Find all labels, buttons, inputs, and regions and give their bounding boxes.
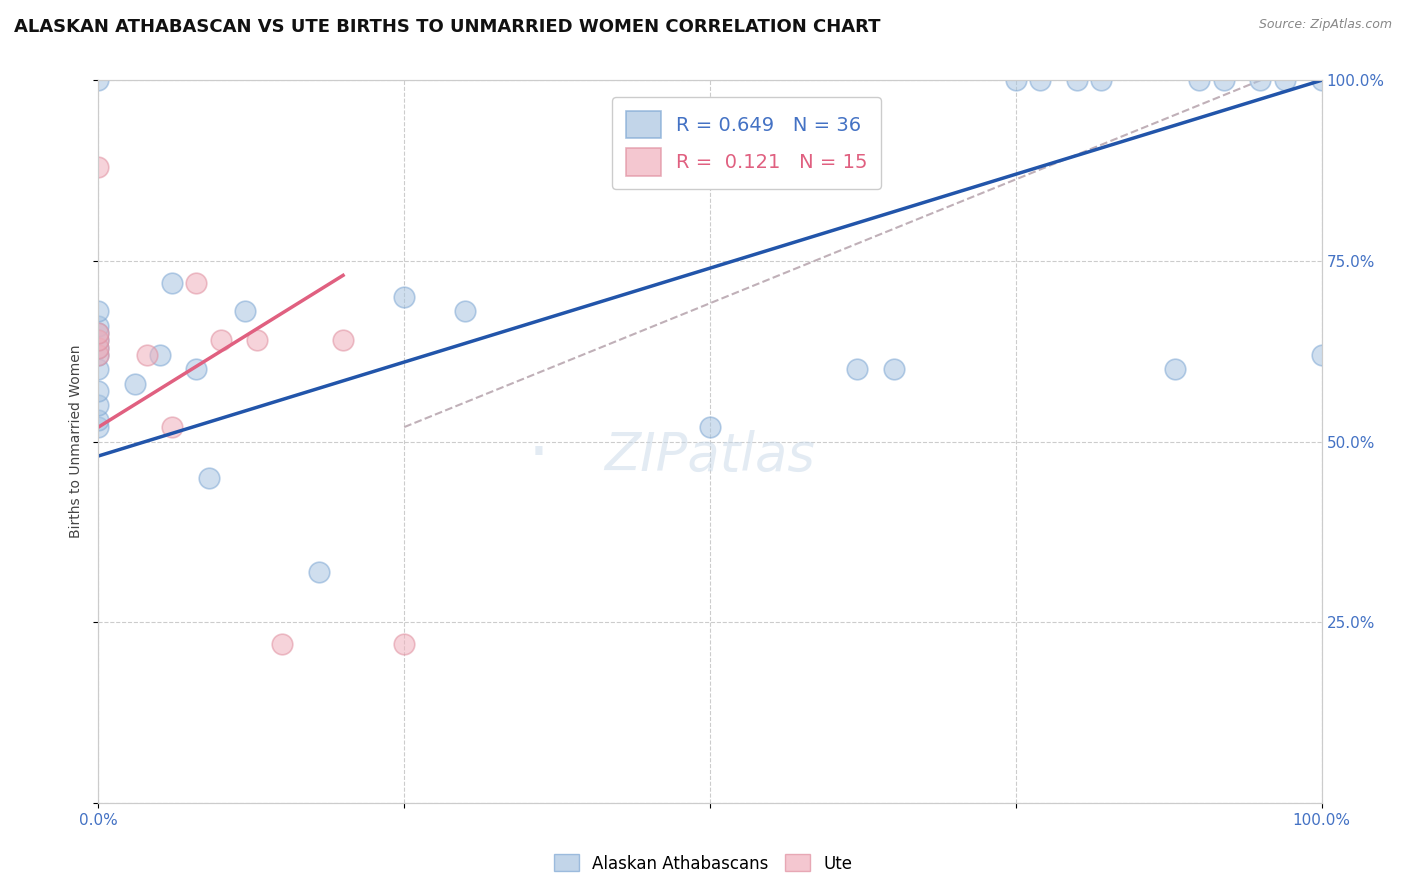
Point: [1274, 73, 1296, 87]
Point: [1066, 73, 1088, 87]
Point: [233, 304, 256, 318]
Point: [1310, 348, 1333, 362]
Point: [87, 420, 110, 434]
Point: [87, 348, 110, 362]
Point: [454, 304, 477, 318]
Point: [1164, 362, 1187, 376]
Point: [136, 348, 159, 362]
Point: [392, 290, 416, 304]
Point: [1188, 73, 1211, 87]
Point: [197, 470, 219, 484]
Point: [87, 413, 110, 427]
Point: [87, 334, 110, 348]
Point: [308, 565, 330, 579]
Y-axis label: Births to Unmarried Women: Births to Unmarried Women: [69, 345, 83, 538]
Point: [1249, 73, 1271, 87]
Point: [699, 420, 721, 434]
Point: [392, 637, 416, 651]
Point: [87, 326, 110, 340]
Point: [1310, 73, 1333, 87]
Point: [845, 362, 868, 376]
Point: [87, 73, 110, 87]
Legend: R = 0.649   N = 36, R =  0.121   N = 15: R = 0.649 N = 36, R = 0.121 N = 15: [612, 97, 882, 189]
Point: [87, 341, 110, 355]
Point: [186, 276, 208, 290]
Point: [246, 334, 269, 348]
Point: [87, 398, 110, 412]
Point: [87, 348, 110, 362]
Point: [160, 420, 183, 434]
Point: [1029, 73, 1052, 87]
Point: [1004, 73, 1026, 87]
Point: [160, 276, 183, 290]
Text: ALASKAN ATHABASCAN VS UTE BIRTHS TO UNMARRIED WOMEN CORRELATION CHART: ALASKAN ATHABASCAN VS UTE BIRTHS TO UNMA…: [14, 18, 880, 36]
Point: [87, 304, 110, 318]
Point: [332, 334, 354, 348]
Point: [87, 160, 110, 174]
Text: ZIPatlas: ZIPatlas: [605, 430, 815, 482]
Point: [87, 326, 110, 340]
Point: [186, 362, 208, 376]
Point: [87, 341, 110, 355]
Text: Source: ZipAtlas.com: Source: ZipAtlas.com: [1258, 18, 1392, 31]
Point: [1090, 73, 1112, 87]
Point: [87, 384, 110, 398]
Point: [1212, 73, 1234, 87]
Text: ·: ·: [527, 423, 550, 490]
Point: [209, 334, 232, 348]
Point: [87, 362, 110, 376]
Point: [270, 637, 294, 651]
Legend: Alaskan Athabascans, Ute: Alaskan Athabascans, Ute: [547, 847, 859, 880]
Point: [87, 318, 110, 333]
Point: [883, 362, 905, 376]
Point: [87, 334, 110, 348]
Point: [124, 376, 146, 391]
Point: [149, 348, 172, 362]
